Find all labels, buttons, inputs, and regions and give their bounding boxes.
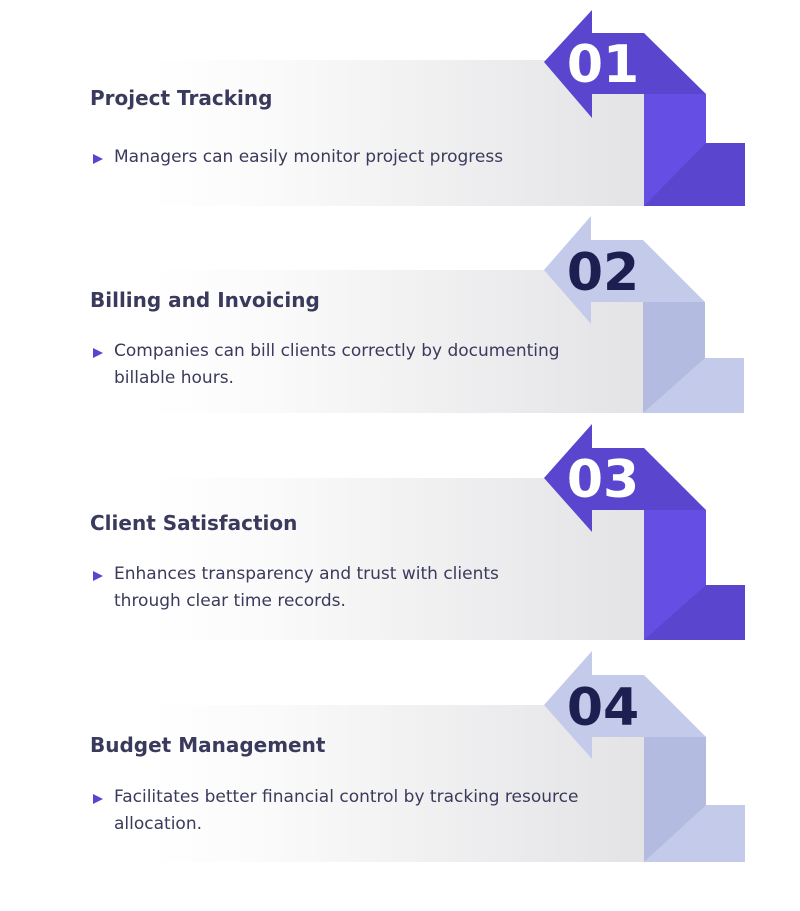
step-1-bullet: Managers can easily monitor project prog… <box>92 147 632 171</box>
step-1-arrow <box>544 10 706 118</box>
step-card-3: 03 Client Satisfaction Enhances transpar… <box>0 420 800 645</box>
step-1-ribbon: 01 <box>150 10 745 206</box>
step-2-fold-shadow <box>643 358 744 413</box>
step-3-description: Enhances transparency and trust with cli… <box>114 564 499 611</box>
step-card-1: 01 Project Tracking Managers can easily … <box>0 0 800 210</box>
step-3-ribbon: 03 <box>150 424 745 640</box>
step-3-title: Client Satisfaction <box>90 511 298 535</box>
step-1-title: Project Tracking <box>90 86 273 110</box>
step-1-description: Managers can easily monitor project prog… <box>114 147 504 167</box>
step-4-description: Facilitates better financial control by … <box>114 787 579 834</box>
step-2-bullet: Companies can bill clients correctly by … <box>92 341 632 392</box>
step-2-description: Companies can bill clients correctly by … <box>114 341 560 388</box>
step-3-bullet: Enhances transparency and trust with cli… <box>92 564 632 615</box>
step-2-ribbon: 02 <box>150 216 744 413</box>
step-3-number: 03 <box>567 450 639 510</box>
step-3-arrow <box>544 424 706 532</box>
play-bullet-icon <box>93 571 103 581</box>
step-card-4: 04 Budget Management Facilitates better … <box>0 645 800 870</box>
step-4-fold-shadow <box>644 805 745 862</box>
step-2-number: 02 <box>567 243 639 303</box>
step-4-panel <box>150 705 646 862</box>
step-2-title: Billing and Invoicing <box>90 288 320 312</box>
step-4-ribbon: 04 <box>150 651 745 862</box>
step-4-title: Budget Management <box>90 733 326 757</box>
play-bullet-icon <box>93 794 103 804</box>
play-bullet-icon <box>93 154 103 164</box>
step-4-bullet: Facilitates better financial control by … <box>92 787 632 838</box>
step-1-fold-shadow <box>644 143 745 206</box>
step-3-panel <box>150 478 646 640</box>
step-2-arrow <box>544 216 705 324</box>
play-bullet-icon <box>93 348 103 358</box>
step-4-arrow <box>544 651 706 759</box>
step-card-2: 02 Billing and Invoicing Companies can b… <box>0 210 800 420</box>
step-2-panel <box>150 270 646 413</box>
step-1-number: 01 <box>567 35 639 95</box>
step-3-fold-shadow <box>644 585 745 640</box>
step-4-number: 04 <box>567 678 639 738</box>
